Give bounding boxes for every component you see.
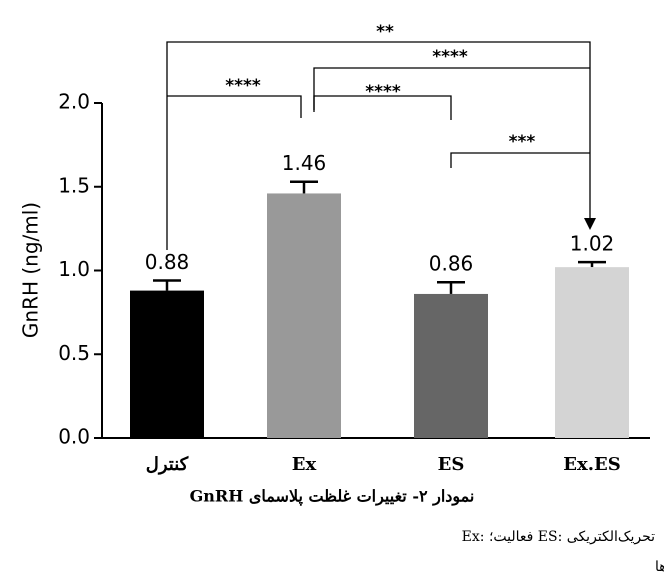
- y-tick-label: 2.0: [58, 90, 90, 114]
- significance-label: **: [376, 22, 394, 42]
- significance-label: ***: [509, 132, 536, 152]
- significance-label: ****: [432, 47, 468, 67]
- y-tick-label: 0.5: [58, 341, 90, 365]
- significance-label: ****: [225, 76, 261, 96]
- y-tick-label: 0.0: [58, 425, 90, 449]
- value-label: 1.46: [282, 151, 327, 175]
- bar: [555, 267, 629, 438]
- significance-label: ****: [365, 82, 401, 102]
- significance-brackets: [166, 41, 596, 250]
- y-tick-label: 1.5: [58, 173, 90, 197]
- x-tick-label: کنترل: [146, 454, 189, 475]
- caption-title: نمودار ۲- تغییرات غلظت پلاسمای GnRH: [190, 487, 475, 507]
- bar: [130, 290, 204, 438]
- value-label: 1.02: [570, 232, 615, 256]
- bar: [267, 193, 341, 438]
- bar: [414, 293, 488, 438]
- caption-note: ** و *** و **** نشان‌دهنده تفاوت آماری م…: [655, 557, 664, 575]
- x-tick-label: ES: [438, 454, 465, 475]
- caption-note: Ex: فعالیت؛ ES: تحریک‌الکتریکی: [462, 529, 655, 545]
- value-label: 0.86: [429, 252, 474, 276]
- y-tick-label: 1.0: [58, 257, 90, 281]
- x-tick-label: Ex.ES: [563, 454, 620, 475]
- x-tick-label: Ex: [292, 454, 317, 475]
- y-axis-label: GnRH (ng/ml): [19, 202, 43, 338]
- value-label: 0.88: [145, 250, 190, 274]
